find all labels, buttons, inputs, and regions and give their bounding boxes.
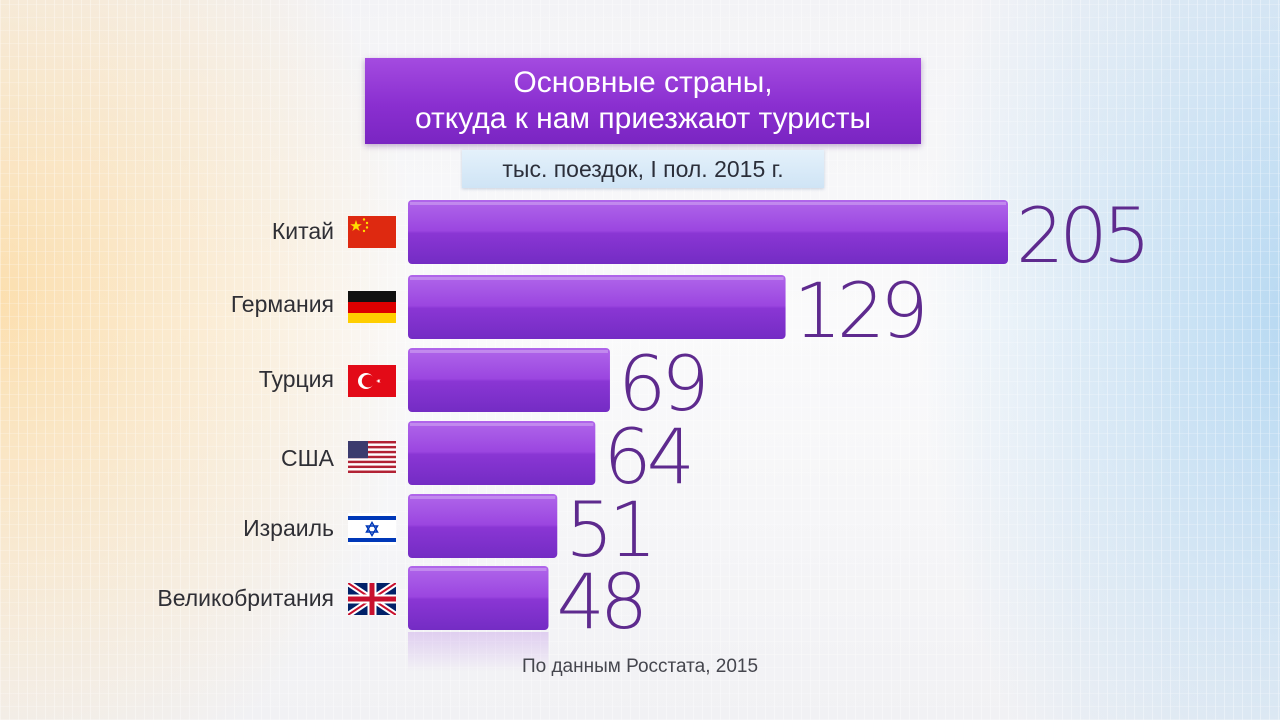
source-note: По данным Росстата, 2015: [521, 656, 759, 677]
turkey-flag-icon: [348, 365, 396, 397]
category-label-uk: Великобритания: [157, 585, 334, 611]
uk-flag-icon: [348, 583, 396, 615]
value-label-2: 69: [618, 339, 705, 428]
china-flag-icon: [348, 216, 396, 248]
bar-highlight-1: [410, 277, 784, 280]
bar-5: [408, 566, 549, 630]
bar-highlight-2: [410, 350, 608, 353]
value-label-4: 51: [565, 485, 652, 574]
germany-flag-icon: [348, 291, 396, 323]
chart-title: Основные страны, откуда к нам приезжают …: [365, 58, 921, 144]
usa-flag-icon: [348, 441, 396, 473]
bar-highlight-5: [410, 568, 547, 571]
bar-1: [408, 275, 786, 339]
bar-3: [408, 421, 596, 485]
category-label-israel: Израиль: [243, 515, 334, 541]
bar-highlight-4: [410, 496, 556, 499]
bar-4: [408, 494, 558, 558]
bar-0: [408, 200, 1008, 264]
bar-highlight-3: [410, 423, 594, 426]
chart-subtitle: тыс. поездок, I пол. 2015 г.: [462, 150, 824, 188]
category-label-turkey: Турция: [258, 366, 334, 392]
value-label-0: 205: [1016, 191, 1146, 280]
value-label-1: 129: [794, 266, 924, 355]
bar-2: [408, 348, 610, 412]
chart-title-line-2: откуда к нам приезжают туристы: [414, 102, 872, 135]
israel-flag-icon: [348, 513, 396, 545]
value-label-5: 48: [556, 557, 643, 646]
category-label-china: Китай: [271, 218, 334, 244]
chart-subtitle-text: тыс. поездок, I пол. 2015 г.: [502, 155, 784, 182]
chart-title-line-1: Основные страны,: [513, 66, 773, 99]
bar-highlight-0: [410, 202, 1006, 205]
category-label-usa: США: [280, 445, 334, 471]
bar-reflection: [408, 632, 549, 672]
value-label-3: 64: [603, 412, 690, 501]
category-label-germany: Германия: [230, 291, 334, 317]
